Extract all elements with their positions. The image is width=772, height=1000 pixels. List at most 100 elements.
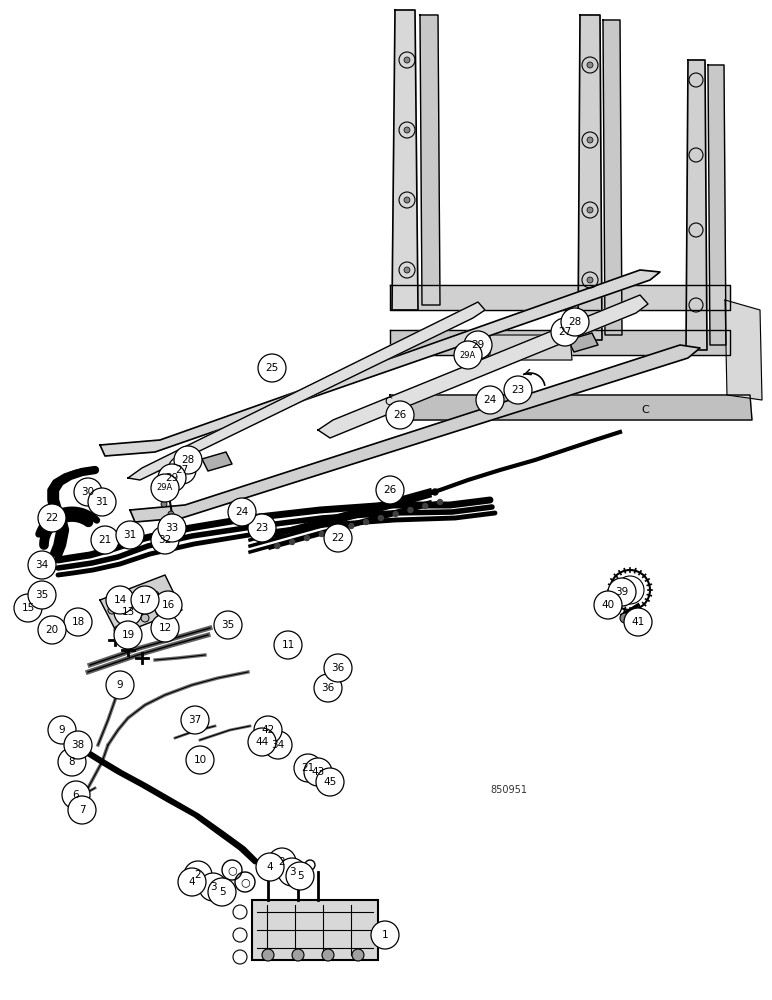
Circle shape bbox=[181, 706, 209, 734]
Circle shape bbox=[393, 512, 398, 516]
Circle shape bbox=[624, 608, 652, 636]
Circle shape bbox=[504, 376, 532, 404]
Text: 16: 16 bbox=[161, 600, 174, 610]
Text: 4: 4 bbox=[266, 862, 273, 872]
Circle shape bbox=[333, 516, 339, 522]
Circle shape bbox=[476, 386, 504, 414]
Text: 19: 19 bbox=[121, 630, 134, 640]
Circle shape bbox=[587, 137, 593, 143]
Text: 17: 17 bbox=[138, 595, 151, 605]
Text: 2: 2 bbox=[195, 870, 201, 880]
Circle shape bbox=[551, 318, 579, 346]
Circle shape bbox=[151, 526, 179, 554]
Circle shape bbox=[136, 596, 144, 604]
Polygon shape bbox=[686, 60, 707, 350]
Circle shape bbox=[74, 478, 102, 506]
Text: 39: 39 bbox=[615, 587, 628, 597]
Circle shape bbox=[594, 591, 622, 619]
Circle shape bbox=[174, 446, 202, 474]
Text: 24: 24 bbox=[235, 507, 249, 517]
Circle shape bbox=[432, 489, 438, 495]
Circle shape bbox=[161, 501, 167, 507]
Circle shape bbox=[121, 601, 129, 609]
Text: 36: 36 bbox=[321, 683, 334, 693]
Circle shape bbox=[64, 608, 92, 636]
Circle shape bbox=[151, 474, 179, 502]
Circle shape bbox=[114, 598, 142, 626]
Text: 35: 35 bbox=[36, 590, 49, 600]
Polygon shape bbox=[100, 270, 660, 456]
Text: 44: 44 bbox=[256, 737, 269, 747]
Text: 12: 12 bbox=[158, 623, 171, 633]
Text: 8: 8 bbox=[69, 757, 76, 767]
Text: 6: 6 bbox=[73, 790, 80, 800]
Text: 18: 18 bbox=[71, 617, 85, 627]
Text: 7: 7 bbox=[79, 805, 86, 815]
Text: 5: 5 bbox=[218, 887, 225, 897]
Text: 9: 9 bbox=[59, 725, 66, 735]
Circle shape bbox=[254, 716, 282, 744]
Text: C: C bbox=[384, 397, 392, 407]
Circle shape bbox=[378, 516, 384, 520]
Text: 14: 14 bbox=[113, 595, 127, 605]
Circle shape bbox=[438, 499, 442, 504]
Circle shape bbox=[587, 207, 593, 213]
Circle shape bbox=[178, 868, 206, 896]
Text: 43: 43 bbox=[311, 767, 324, 777]
Circle shape bbox=[408, 508, 413, 512]
Text: 13: 13 bbox=[121, 607, 134, 617]
Circle shape bbox=[361, 508, 367, 514]
Circle shape bbox=[64, 731, 92, 759]
Circle shape bbox=[186, 746, 214, 774]
Text: 34: 34 bbox=[36, 560, 49, 570]
Circle shape bbox=[126, 621, 134, 629]
Text: 32: 32 bbox=[158, 535, 171, 545]
Text: ○: ○ bbox=[227, 865, 237, 875]
Circle shape bbox=[352, 949, 364, 961]
Circle shape bbox=[292, 949, 304, 961]
Text: C: C bbox=[641, 405, 649, 415]
Text: 11: 11 bbox=[281, 640, 295, 650]
Circle shape bbox=[324, 654, 352, 682]
Circle shape bbox=[158, 514, 186, 542]
Circle shape bbox=[304, 536, 310, 540]
Text: 10: 10 bbox=[194, 755, 207, 765]
Text: 30: 30 bbox=[81, 487, 94, 497]
Circle shape bbox=[114, 626, 122, 634]
Circle shape bbox=[608, 578, 636, 606]
Circle shape bbox=[68, 796, 96, 824]
Text: ○: ○ bbox=[240, 877, 250, 887]
Circle shape bbox=[168, 456, 196, 484]
Circle shape bbox=[248, 514, 276, 542]
Circle shape bbox=[199, 873, 227, 901]
Text: 33: 33 bbox=[165, 523, 178, 533]
Text: 22: 22 bbox=[46, 513, 59, 523]
Polygon shape bbox=[490, 335, 572, 360]
Circle shape bbox=[256, 853, 284, 881]
Circle shape bbox=[290, 527, 296, 533]
Text: 5: 5 bbox=[296, 871, 303, 881]
Text: 36: 36 bbox=[331, 663, 344, 673]
Circle shape bbox=[464, 331, 492, 359]
Circle shape bbox=[268, 848, 296, 876]
Text: 26: 26 bbox=[384, 485, 397, 495]
Text: 28: 28 bbox=[181, 455, 195, 465]
Circle shape bbox=[386, 401, 414, 429]
Circle shape bbox=[375, 504, 381, 510]
Polygon shape bbox=[390, 330, 730, 355]
Polygon shape bbox=[578, 15, 602, 340]
Circle shape bbox=[304, 758, 332, 786]
Text: 31: 31 bbox=[96, 497, 109, 507]
Circle shape bbox=[324, 524, 352, 552]
Text: 29A: 29A bbox=[460, 351, 476, 360]
Text: 31: 31 bbox=[124, 530, 137, 540]
Text: 38: 38 bbox=[71, 740, 85, 750]
Circle shape bbox=[91, 526, 119, 554]
Circle shape bbox=[587, 277, 593, 283]
Circle shape bbox=[376, 476, 404, 504]
Circle shape bbox=[371, 921, 399, 949]
Circle shape bbox=[290, 540, 295, 544]
Circle shape bbox=[131, 586, 159, 614]
Text: 29: 29 bbox=[472, 340, 485, 350]
Circle shape bbox=[404, 127, 410, 133]
